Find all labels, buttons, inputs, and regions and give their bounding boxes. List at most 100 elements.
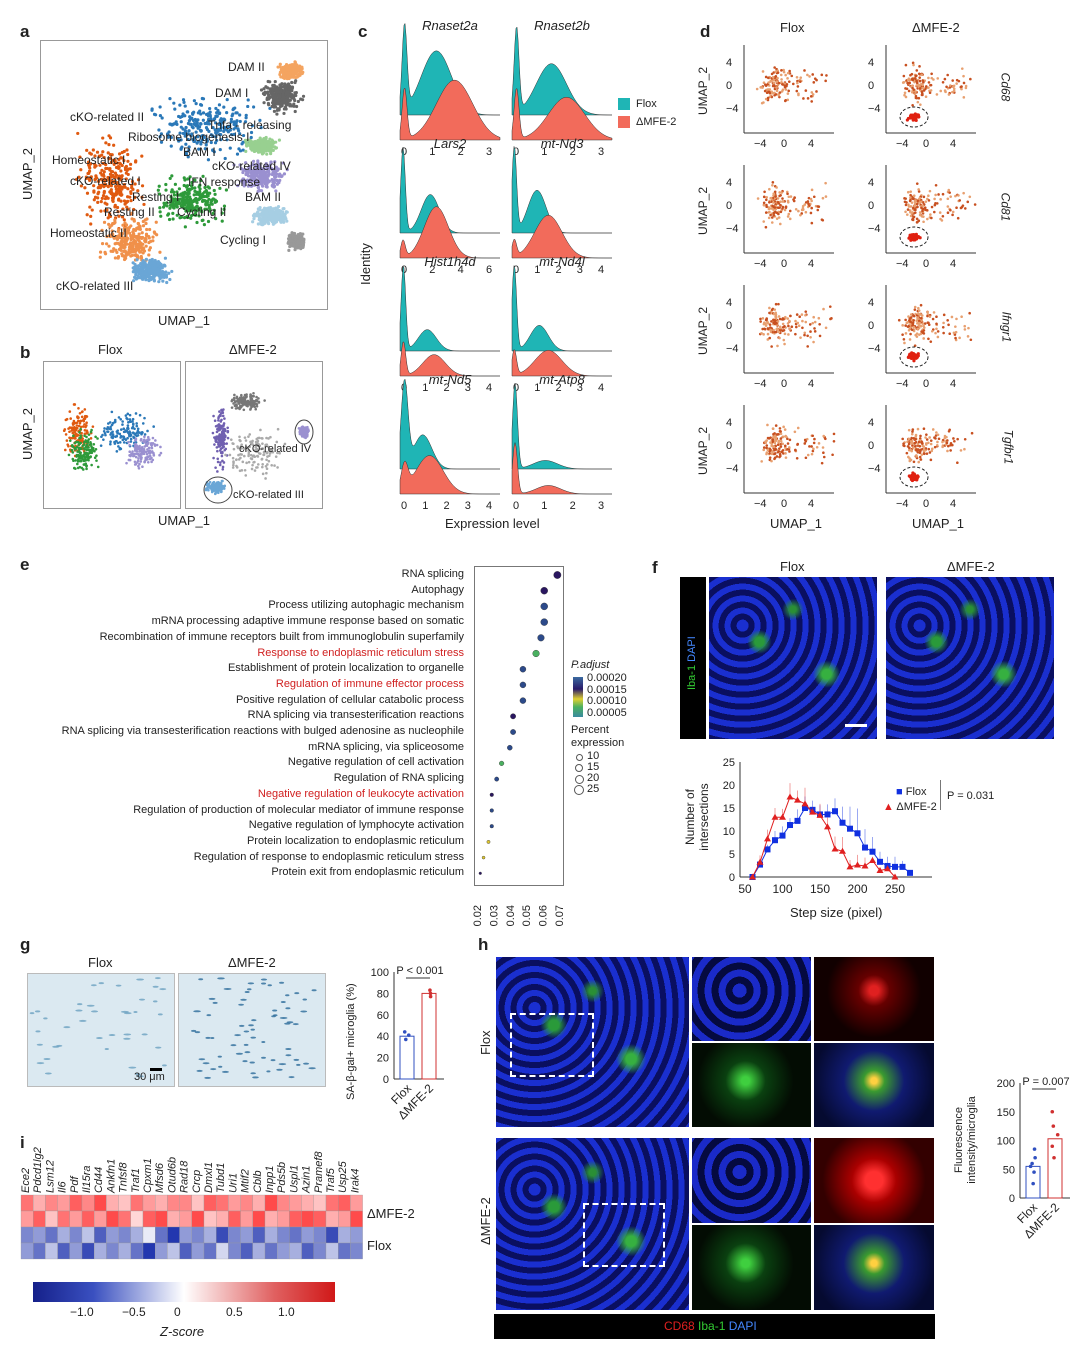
cell-point <box>912 63 915 67</box>
umap-point <box>282 207 286 211</box>
umap-point <box>235 152 240 156</box>
umap-point <box>216 484 219 487</box>
umap-point <box>129 237 133 242</box>
umap-point <box>263 210 267 214</box>
umap-point <box>282 217 286 221</box>
cell-point <box>927 194 930 198</box>
feature-plot <box>885 165 977 254</box>
umap-point <box>270 94 274 99</box>
umap-point <box>103 196 108 201</box>
umap-point <box>255 169 259 174</box>
umap-point <box>188 195 192 199</box>
cell-point <box>907 89 911 93</box>
x-tick: 3 <box>465 500 471 512</box>
umap-point <box>236 398 240 402</box>
umap-point <box>128 243 132 247</box>
x-tick: 4 <box>486 382 492 394</box>
umap-point <box>119 169 123 173</box>
umap-point <box>117 416 121 419</box>
umap-point <box>254 180 258 184</box>
cell-point <box>913 77 917 80</box>
umap-point <box>273 160 277 164</box>
cell-point <box>824 79 827 83</box>
umap-point <box>278 62 282 66</box>
gene-title: mt-Atp8 <box>539 372 585 387</box>
ridge-xlabel: Expression level <box>445 516 540 531</box>
umap-point <box>64 418 68 422</box>
umap-point <box>152 112 157 116</box>
cell-point <box>906 208 910 211</box>
umap-point <box>197 147 201 151</box>
umap-point <box>85 213 89 217</box>
cell-point <box>803 331 807 335</box>
umap-point <box>213 436 217 440</box>
umap-point <box>231 466 235 469</box>
umap-point <box>117 445 120 448</box>
cell-point <box>794 319 797 323</box>
umap-point <box>85 435 88 439</box>
umap-point <box>274 455 278 458</box>
umap-point <box>197 214 201 218</box>
umap-point <box>218 424 222 427</box>
umap-point <box>196 111 200 115</box>
umap-point <box>252 391 255 395</box>
cell-point <box>956 216 960 220</box>
umap-point <box>114 184 118 189</box>
cell-point <box>774 70 777 73</box>
umap-point <box>264 465 268 468</box>
umap-point <box>206 112 210 116</box>
cell-point <box>918 201 921 204</box>
cell-point <box>808 204 811 207</box>
umap-point <box>220 211 224 215</box>
cell-point <box>784 205 788 209</box>
umap-point <box>122 183 127 187</box>
umap-point <box>63 448 67 452</box>
cell-point <box>929 83 932 87</box>
cell-point <box>915 74 918 77</box>
umap-point <box>129 199 133 203</box>
umap-point <box>139 460 143 463</box>
cell-point <box>787 89 790 93</box>
umap-a <box>40 40 328 310</box>
x-tick: 1 <box>422 382 428 394</box>
umap-point <box>107 244 111 248</box>
cell-point <box>769 79 773 83</box>
umap-point <box>284 71 288 75</box>
umap-point <box>217 415 221 418</box>
umap-point <box>118 161 122 165</box>
umap-point <box>151 235 155 239</box>
x-tick: 4 <box>950 258 957 270</box>
umap-point <box>161 279 165 283</box>
cell-point <box>913 236 917 240</box>
umap-point <box>206 117 211 122</box>
umap-point <box>249 400 252 403</box>
umap-point <box>142 202 146 207</box>
umap-point <box>238 163 242 167</box>
umap-point <box>212 188 216 193</box>
umap-point <box>179 138 183 142</box>
umap-point <box>210 490 214 494</box>
umap-point <box>203 147 207 151</box>
umap-point <box>75 453 79 457</box>
umap-point <box>100 435 103 439</box>
cell-point <box>764 198 768 202</box>
umap-point <box>92 184 96 188</box>
umap-point <box>80 415 84 419</box>
cell-point <box>801 204 805 208</box>
cell-point <box>794 325 798 329</box>
umap-point <box>135 254 140 258</box>
umap-point <box>188 117 192 121</box>
umap-point <box>168 206 172 210</box>
y-tick: 4 <box>868 57 875 69</box>
panel-label-i: i <box>20 1133 25 1152</box>
umap-point <box>163 264 167 268</box>
cell-point <box>780 69 783 72</box>
cell-point <box>911 77 915 81</box>
umap-point <box>161 273 165 278</box>
umap-point <box>273 99 277 103</box>
umap-point <box>282 66 287 70</box>
cell-point <box>921 83 924 87</box>
umap-point <box>220 454 224 458</box>
umap-point <box>195 201 199 205</box>
umap-point <box>136 178 141 182</box>
